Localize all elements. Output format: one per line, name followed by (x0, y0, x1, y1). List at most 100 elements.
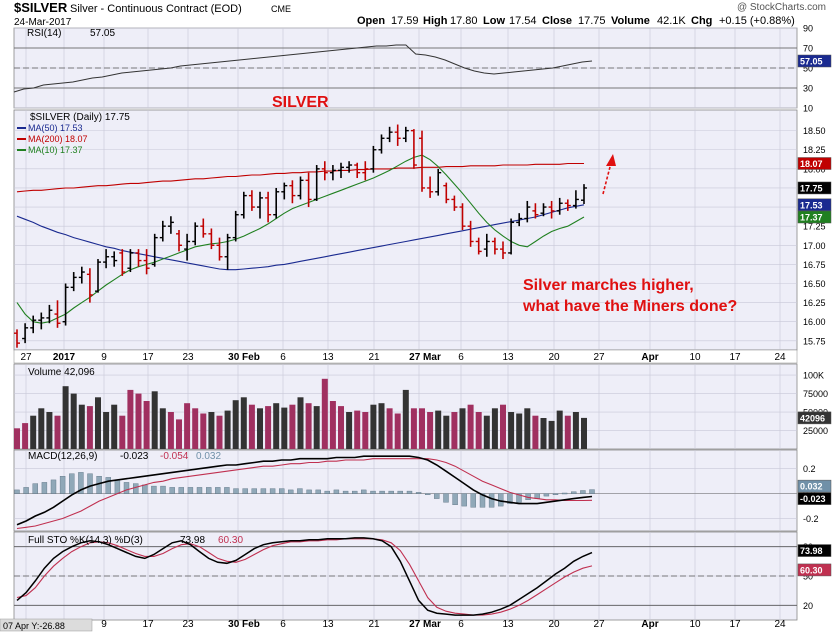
volume-bar (451, 412, 458, 449)
volume-bar (540, 418, 547, 449)
macd-histogram-bar (14, 489, 20, 494)
volume-bar (370, 404, 377, 449)
volume-bar (46, 412, 53, 449)
price-bar (346, 161, 353, 173)
sto-badge-d: 60.30 (800, 565, 823, 575)
volume-ytick-1: 75000 (803, 389, 828, 399)
price-bar (410, 129, 417, 169)
ma10-line (16, 154, 585, 324)
volume-bar (119, 415, 126, 449)
volume-bar (556, 410, 563, 449)
price-bar (467, 220, 474, 247)
date-tick-14: Apr (641, 352, 658, 363)
macd-histogram-bar (132, 483, 139, 494)
macd-histogram-bar (297, 488, 303, 494)
macd-histogram-bar (224, 487, 230, 494)
sto-label-value-2: 60.30 (218, 535, 243, 546)
date-tick-9: 27 Mar (409, 352, 441, 363)
close-value: 17.75 (578, 15, 606, 27)
annotation-line-1: Silver marches higher, (523, 277, 694, 294)
volume-bar (70, 393, 77, 449)
volume-bar (313, 406, 320, 449)
price-bar (491, 237, 498, 255)
macd-histogram-bar (479, 493, 486, 508)
macd-histogram-bar (516, 493, 522, 503)
macd-histogram-bar (151, 485, 157, 494)
macd-histogram-bar (114, 479, 121, 494)
volume-bar (394, 413, 401, 449)
price-bar (151, 233, 158, 267)
price-bar (378, 134, 385, 154)
volume-bar (265, 406, 272, 449)
sto-k-line (16, 537, 593, 616)
chg-label: Chg (691, 15, 712, 27)
high-label: High (423, 15, 448, 27)
volume-bar (378, 403, 385, 449)
macd-histogram-bar (507, 493, 513, 504)
price-ytick-10: 16.00 (803, 317, 826, 327)
volume-bar (516, 413, 523, 449)
chart-date: 24-Mar-2017 (14, 17, 72, 28)
price-bar (135, 249, 142, 267)
macd-histogram-bar (561, 492, 568, 495)
bottom-date-tick-11: 13 (502, 619, 514, 630)
volume-bar (386, 408, 393, 449)
price-bar (427, 176, 434, 198)
macd-histogram-bar (269, 488, 276, 494)
volume-bar (248, 404, 255, 449)
volume-bar (184, 403, 191, 449)
volume-bar (475, 412, 482, 449)
macd-histogram-bar (32, 483, 38, 494)
macd-histogram-bar (397, 490, 403, 494)
bottom-date-tick-13: 27 (593, 619, 605, 630)
bottom-date-tick-10: 6 (458, 619, 464, 630)
volume-bar (86, 406, 93, 449)
volume-bar (419, 408, 425, 449)
price-panel: 18.5018.2518.0017.7517.5017.2517.0016.75… (13, 109, 832, 351)
volume-bar (22, 423, 29, 449)
bottom-date-tick-16: 17 (729, 619, 741, 630)
bottom-date-tick-14: Apr (641, 619, 658, 630)
macd-histogram-bar (324, 490, 330, 494)
price-bar (22, 323, 29, 344)
date-tick-16: 17 (729, 352, 741, 363)
price-badge-1-box (797, 181, 832, 195)
volume-bar (208, 412, 215, 449)
volume-bar (338, 406, 344, 449)
volume-label: Volume 42,096 (28, 367, 95, 378)
volume-bar (329, 401, 336, 449)
bottom-date-tick-15: 10 (689, 619, 701, 630)
rsi-line (13, 44, 593, 93)
volume-bar (289, 404, 296, 449)
volume-bar (321, 378, 328, 449)
price-bar (564, 199, 571, 211)
volume-bar (135, 393, 142, 449)
date-tick-13: 27 (593, 352, 605, 363)
price-bar (354, 162, 361, 179)
price-bar (184, 233, 191, 261)
macd-histogram-bar (205, 487, 212, 494)
volume-bar (78, 404, 85, 449)
macd-histogram-bar (260, 488, 267, 494)
date-tick-7: 13 (322, 352, 334, 363)
date-tick-17: 24 (774, 352, 786, 363)
date-tick-15: 10 (689, 352, 701, 363)
rsi-ytick-1: 70 (803, 44, 813, 54)
watermark: @ StockCharts.com (737, 2, 826, 13)
macd-histogram-bar (142, 484, 148, 494)
macd-frame (13, 449, 798, 532)
macd-histogram-bar (169, 487, 175, 494)
close-label: Close (542, 15, 572, 27)
silver-heading: SILVER (272, 94, 329, 111)
volume-bar (410, 408, 417, 449)
date-tick-3: 17 (142, 352, 154, 363)
macd-histogram-bar (543, 493, 550, 497)
sto-badge-k-box (797, 544, 832, 557)
volume-bar (467, 404, 474, 449)
price-ytick-8: 16.50 (803, 279, 826, 289)
price-bar (111, 251, 118, 267)
price-bar (338, 162, 344, 179)
date-tick-2: 9 (101, 352, 107, 363)
price-bar (500, 241, 506, 260)
